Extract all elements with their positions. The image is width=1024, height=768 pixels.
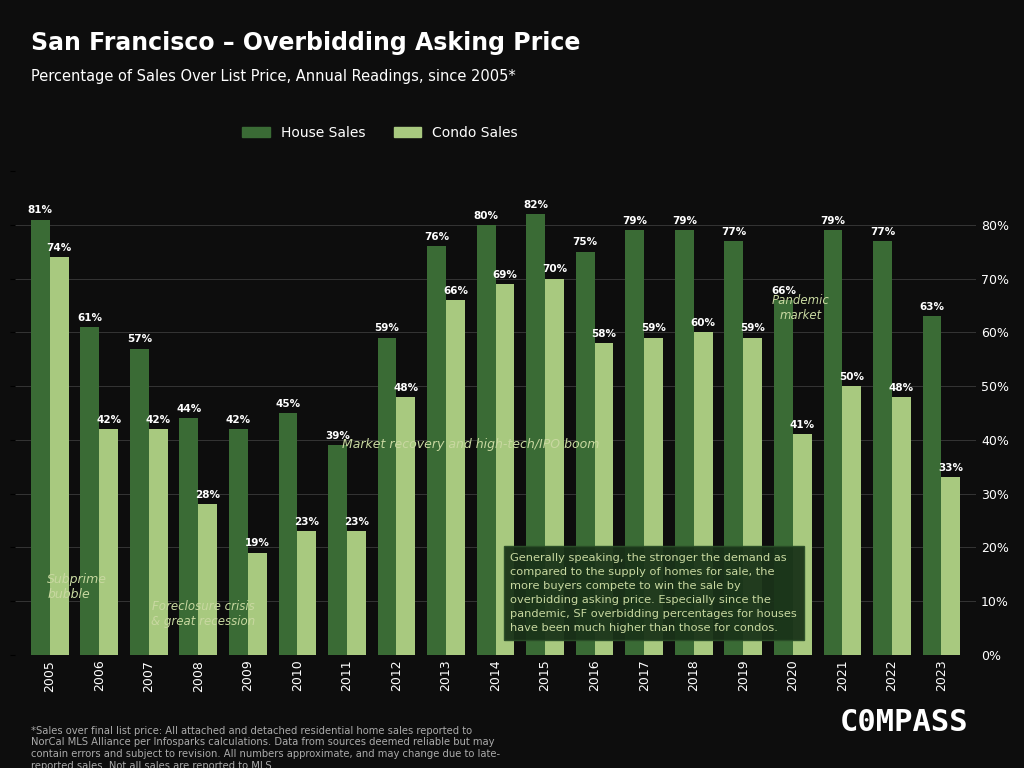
Bar	[793, 435, 812, 655]
Text: 75%: 75%	[572, 237, 598, 247]
Text: Generally speaking, the stronger the demand as
compared to the supply of homes f: Generally speaking, the stronger the dem…	[510, 553, 797, 634]
Bar	[297, 531, 316, 655]
Text: 33%: 33%	[938, 463, 964, 473]
Bar	[843, 386, 861, 655]
Bar	[427, 247, 446, 655]
Text: 79%: 79%	[820, 216, 846, 226]
Text: 59%: 59%	[740, 323, 765, 333]
Bar	[923, 316, 941, 655]
Text: 76%: 76%	[424, 232, 450, 242]
Bar	[179, 419, 199, 655]
Bar	[229, 429, 248, 655]
Text: 80%: 80%	[474, 210, 499, 220]
Bar	[823, 230, 843, 655]
Text: 74%: 74%	[46, 243, 72, 253]
Text: 42%: 42%	[226, 415, 251, 425]
Text: 23%: 23%	[344, 517, 369, 527]
Bar	[50, 257, 69, 655]
Text: 59%: 59%	[641, 323, 666, 333]
Text: 81%: 81%	[28, 205, 53, 215]
Bar	[81, 327, 99, 655]
Bar	[347, 531, 366, 655]
Text: 70%: 70%	[542, 264, 567, 274]
Bar	[595, 343, 613, 655]
Bar	[378, 338, 396, 655]
Text: 44%: 44%	[176, 404, 202, 414]
Text: 50%: 50%	[840, 372, 864, 382]
Text: 58%: 58%	[592, 329, 616, 339]
Text: 23%: 23%	[294, 517, 319, 527]
Bar	[743, 338, 762, 655]
Text: Percentage of Sales Over List Price, Annual Readings, since 2005*: Percentage of Sales Over List Price, Ann…	[31, 69, 515, 84]
Text: 19%: 19%	[245, 538, 269, 548]
Text: 69%: 69%	[493, 270, 517, 280]
Text: 41%: 41%	[790, 420, 815, 430]
Legend: House Sales, Condo Sales: House Sales, Condo Sales	[237, 120, 523, 145]
Text: 42%: 42%	[96, 415, 121, 425]
Bar	[774, 300, 793, 655]
Bar	[130, 349, 148, 655]
Text: Pandemic
market: Pandemic market	[771, 293, 829, 322]
Text: 63%: 63%	[920, 302, 944, 312]
Bar	[675, 230, 693, 655]
Text: 59%: 59%	[375, 323, 399, 333]
Bar	[496, 284, 514, 655]
Text: 45%: 45%	[275, 399, 301, 409]
Bar	[199, 505, 217, 655]
Bar	[248, 553, 266, 655]
Text: 48%: 48%	[889, 382, 913, 392]
Text: 79%: 79%	[623, 216, 647, 226]
Text: 79%: 79%	[672, 216, 696, 226]
Text: Foreclosure crisis
& great recession: Foreclosure crisis & great recession	[152, 600, 255, 628]
Text: 66%: 66%	[771, 286, 796, 296]
Text: 61%: 61%	[77, 313, 102, 323]
Bar	[626, 230, 644, 655]
Bar	[575, 252, 595, 655]
Bar	[477, 225, 496, 655]
Text: San Francisco – Overbidding Asking Price: San Francisco – Overbidding Asking Price	[31, 31, 580, 55]
Bar	[446, 300, 465, 655]
Text: 82%: 82%	[523, 200, 548, 210]
Text: Subprime
bubble: Subprime bubble	[47, 573, 108, 601]
Bar	[279, 413, 297, 655]
Text: 48%: 48%	[393, 382, 419, 392]
Text: 28%: 28%	[196, 490, 220, 500]
Text: 77%: 77%	[721, 227, 746, 237]
Bar	[328, 445, 347, 655]
Text: 42%: 42%	[145, 415, 171, 425]
Text: 39%: 39%	[325, 431, 350, 441]
Bar	[396, 397, 416, 655]
Text: Market recovery and high-tech/IPO boom: Market recovery and high-tech/IPO boom	[342, 438, 599, 451]
Bar	[724, 241, 743, 655]
Text: C0MPASS: C0MPASS	[840, 708, 969, 737]
Text: 57%: 57%	[127, 334, 152, 344]
Bar	[99, 429, 118, 655]
Bar	[31, 220, 50, 655]
Bar	[526, 214, 545, 655]
Bar	[873, 241, 892, 655]
Bar	[545, 279, 564, 655]
Bar	[941, 478, 961, 655]
Bar	[892, 397, 910, 655]
Bar	[693, 333, 713, 655]
Bar	[148, 429, 168, 655]
Text: *Sales over final list price: All attached and detached residential home sales r: *Sales over final list price: All attach…	[31, 726, 500, 768]
Text: 66%: 66%	[443, 286, 468, 296]
Text: 60%: 60%	[690, 318, 716, 328]
Text: 77%: 77%	[869, 227, 895, 237]
Bar	[644, 338, 663, 655]
